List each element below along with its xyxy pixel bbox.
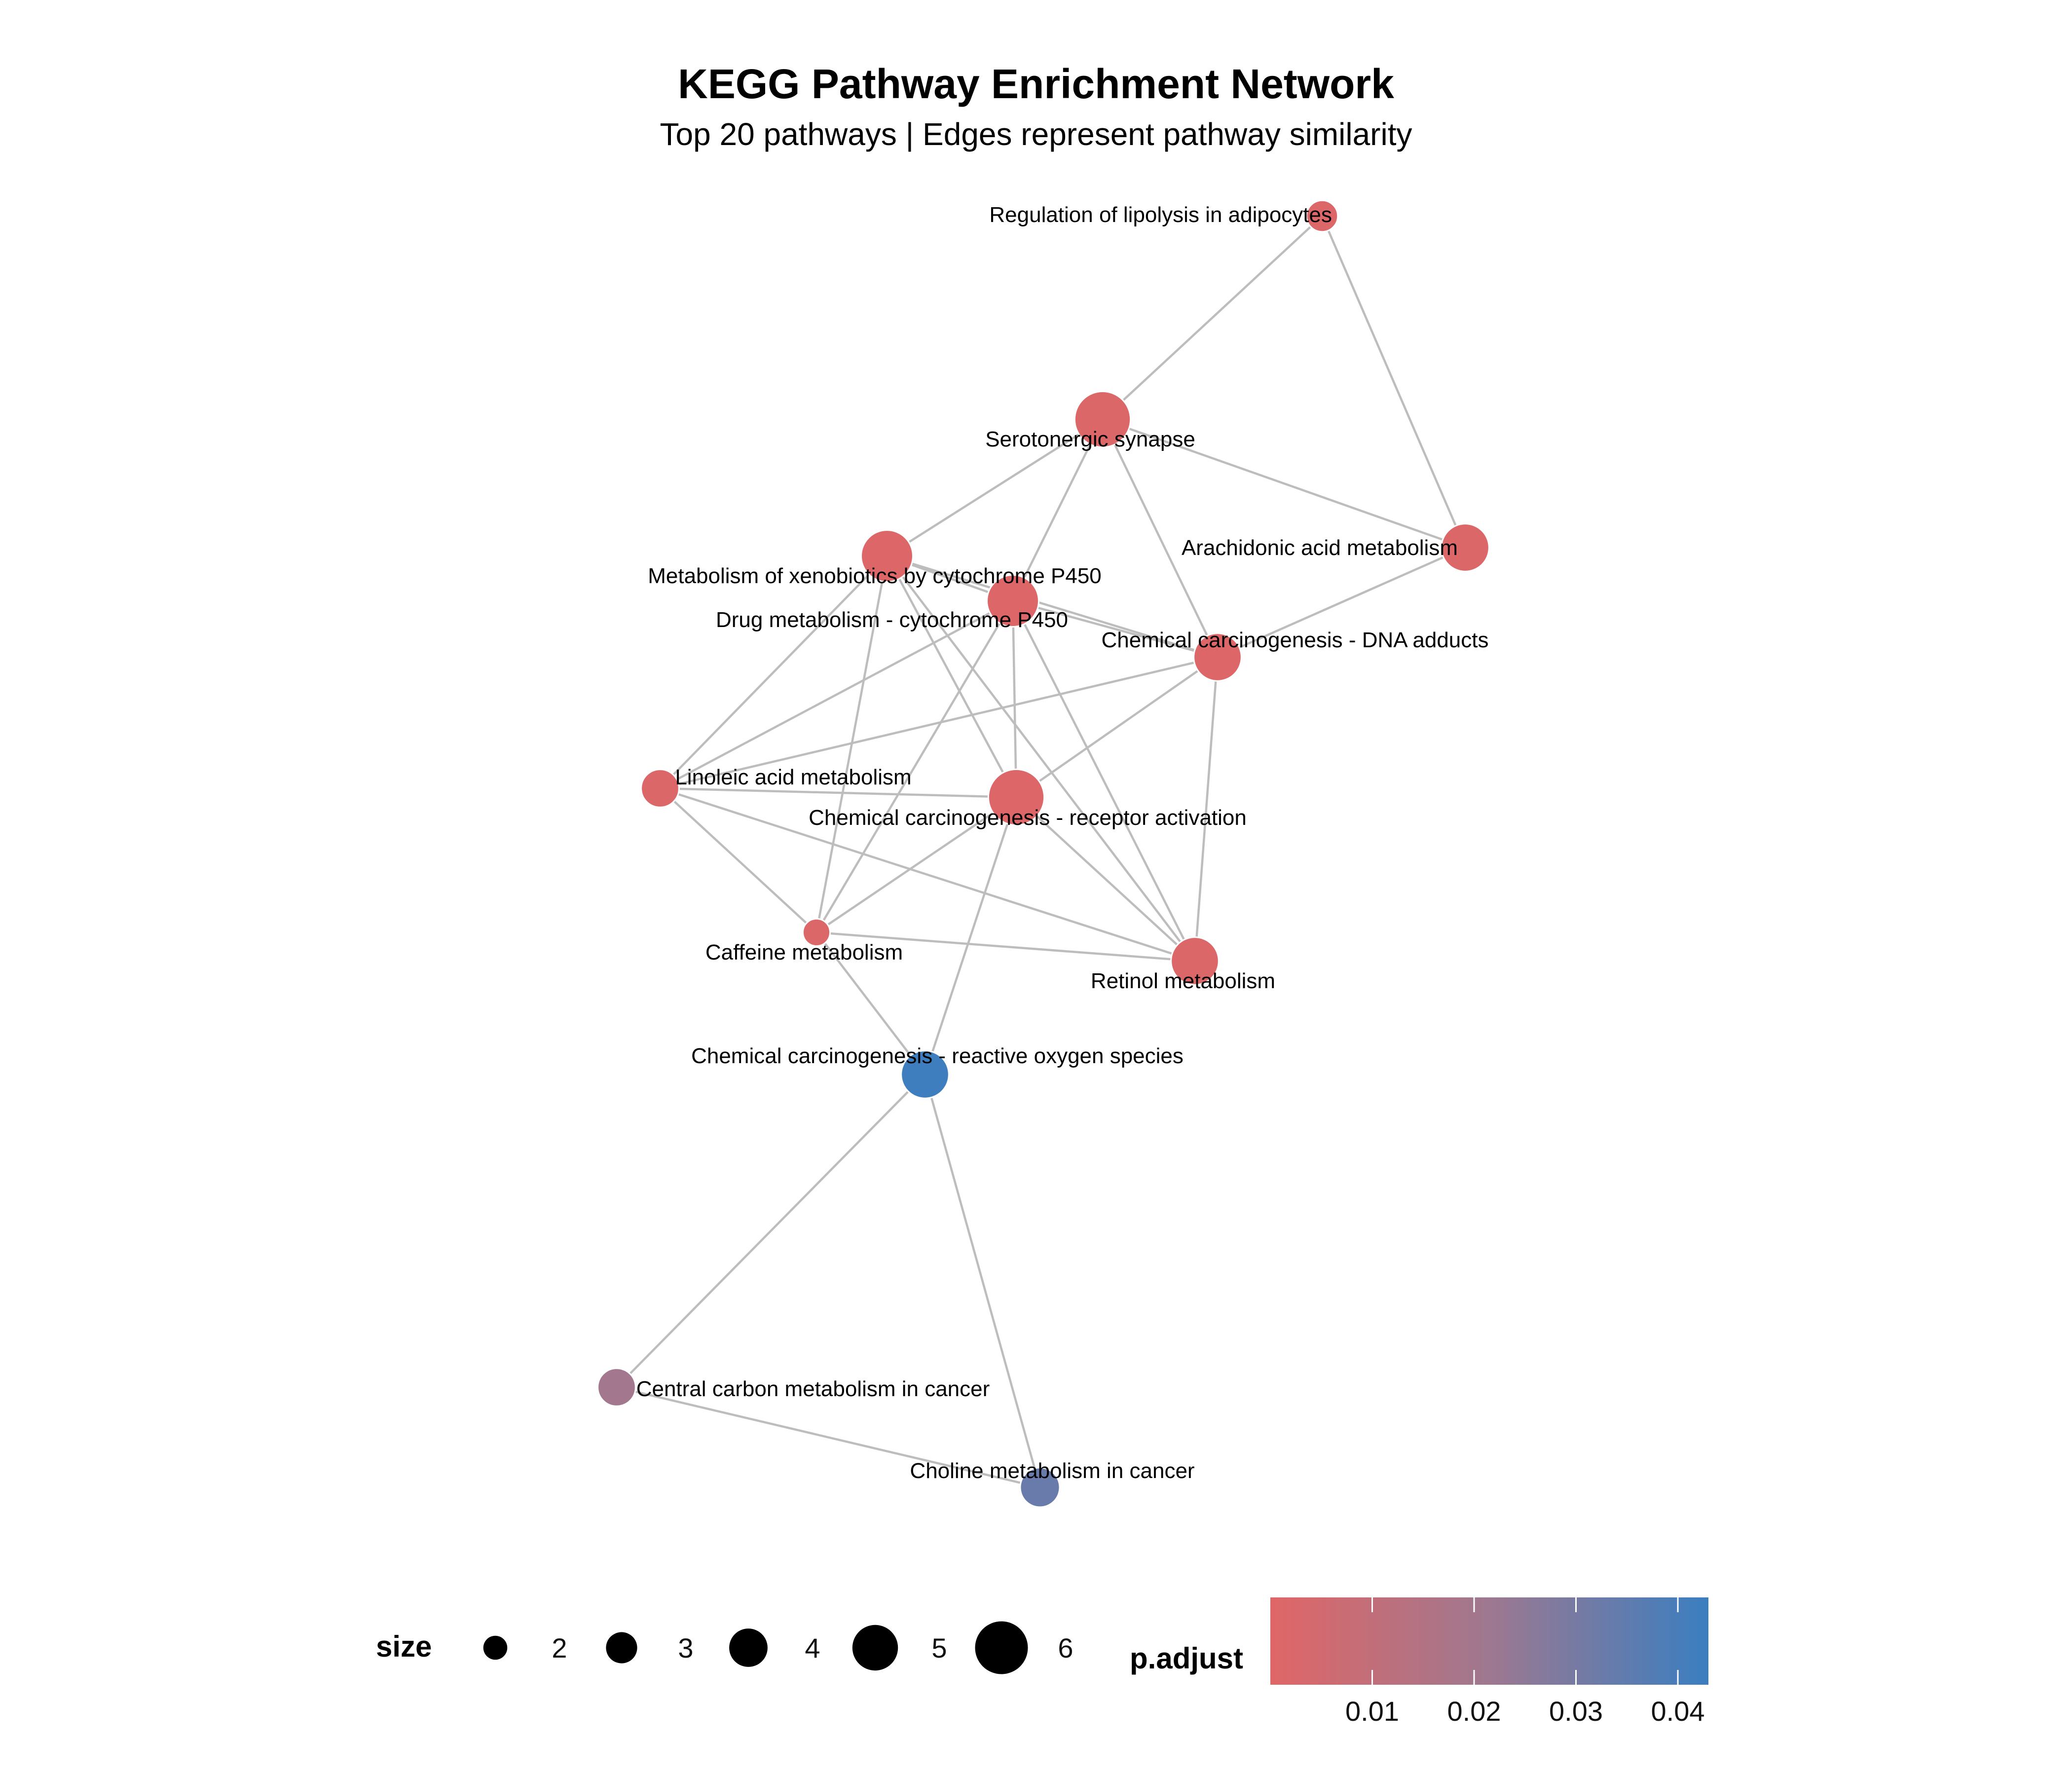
node-label-ros: Chemical carcinogenesis - reactive oxyge… [691, 1044, 1184, 1068]
size-legend: size 2 3 4 5 6 [376, 1621, 1073, 1674]
node-label-central_carbon: Central carbon metabolism in cancer [636, 1377, 990, 1401]
node-label-receptor: Chemical carcinogenesis - receptor activ… [809, 806, 1247, 830]
colorbar-tick-label: 0.04 [1651, 1696, 1705, 1727]
node-dna_adducts[interactable] [1193, 632, 1242, 682]
node-label-choline: Choline metabolism in cancer [910, 1459, 1194, 1483]
node-label-retinol: Retinol metabolism [1091, 969, 1275, 993]
p-adjust-legend-title: p.adjust [1130, 1642, 1243, 1675]
p-adjust-legend: p.adjust 0.01 0.02 0.03 0.04 [1130, 1597, 1708, 1727]
p-adjust-colorbar [1270, 1597, 1708, 1685]
size-legend-label: 5 [931, 1632, 947, 1664]
edge-dna_adducts-retinol [1193, 657, 1219, 962]
edge-lipolysis-serotonergic [1102, 215, 1323, 420]
label-layer: Regulation of lipolysis in adipocytes Ser… [636, 203, 1489, 1483]
edge-caffeine-retinol [816, 931, 1195, 962]
node-serotonergic[interactable] [1073, 390, 1132, 448]
node-label-caffeine: Caffeine metabolism [705, 940, 903, 964]
node-linoleic[interactable] [640, 769, 680, 808]
node-central_carbon[interactable] [597, 1368, 636, 1407]
node-receptor[interactable] [987, 768, 1045, 826]
size-legend-dot [483, 1635, 508, 1660]
edge-dna_adducts-receptor [1015, 656, 1219, 798]
edge-arachidonic-dna_adducts [1217, 546, 1466, 659]
colorbar-tick-label: 0.01 [1345, 1696, 1399, 1727]
node-label-lipolysis: Regulation of lipolysis in adipocytes [989, 203, 1332, 227]
node-layer [597, 199, 1490, 1508]
edge-ros-choline [924, 1074, 1041, 1488]
edge-xenobiotics-receptor [886, 555, 1017, 798]
node-label-linoleic: Linoleic acid metabolism [675, 765, 911, 789]
size-legend-dot [975, 1621, 1028, 1674]
edge-lipolysis-arachidonic [1321, 216, 1467, 548]
node-ros[interactable] [900, 1050, 950, 1099]
size-legend-dot [606, 1632, 637, 1664]
size-legend-label: 3 [678, 1632, 693, 1664]
size-legend-label: 2 [552, 1632, 567, 1664]
node-arachidonic[interactable] [1441, 523, 1490, 572]
edge-serotonergic-arachidonic [1102, 418, 1466, 549]
edge-drug-linoleic [659, 600, 1014, 789]
node-xenobiotics[interactable] [860, 529, 914, 583]
node-choline[interactable] [1019, 1467, 1061, 1508]
chart-subtitle: Top 20 pathways | Edges represent pathwa… [660, 116, 1412, 152]
edge-receptor-ros [924, 797, 1018, 1075]
chart-title: KEGG Pathway Enrichment Network [678, 61, 1394, 107]
edge-linoleic-caffeine [659, 787, 817, 933]
edge-xenobiotics-dna_adducts [887, 555, 1218, 659]
size-legend-label: 6 [1058, 1632, 1073, 1664]
edge-xenobiotics-linoleic [659, 555, 888, 789]
node-label-serotonergic: Serotonergic synapse [985, 427, 1195, 451]
edge-linoleic-receptor [660, 787, 1017, 799]
edge-receptor-caffeine [815, 796, 1017, 933]
colorbar-tick-label: 0.03 [1549, 1696, 1603, 1727]
node-caffeine[interactable] [802, 918, 831, 947]
edge-drug-caffeine [815, 600, 1014, 933]
size-legend-dot [729, 1628, 768, 1667]
edge-drug-dna_adducts [1012, 599, 1218, 659]
edge-serotonergic-drug [1011, 419, 1104, 601]
size-legend-label: 4 [805, 1632, 820, 1664]
edge-receptor-retinol [1015, 796, 1196, 962]
edge-serotonergic-dna_adducts [1101, 419, 1219, 658]
edge-linoleic-retinol [660, 787, 1195, 962]
edge-xenobiotics-retinol [886, 555, 1196, 962]
size-legend-dot [852, 1625, 898, 1671]
node-lipolysis[interactable] [1305, 199, 1339, 233]
node-label-xenobiotics: Metabolism of xenobiotics by cytochrome … [648, 564, 1102, 588]
size-legend-title: size [376, 1630, 432, 1663]
node-label-arachidonic: Arachidonic acid metabolism [1182, 536, 1458, 560]
edge-central_carbon-choline [616, 1386, 1040, 1489]
edge-drug-retinol [1011, 600, 1196, 962]
edge-dna_adducts-linoleic [660, 656, 1218, 790]
colorbar-tick-label: 0.02 [1447, 1696, 1501, 1727]
edge-caffeine-ros [815, 931, 926, 1075]
edge-serotonergic-xenobiotics [886, 418, 1104, 557]
edge-layer [616, 215, 1467, 1489]
edge-drug-receptor [1011, 600, 1018, 798]
node-label-dna_adducts: Chemical carcinogenesis - DNA adducts [1101, 628, 1488, 652]
node-drug[interactable] [986, 574, 1039, 628]
node-retinol[interactable] [1170, 936, 1220, 986]
edge-ros-central_carbon [616, 1073, 926, 1388]
node-label-drug: Drug metabolism - cytochrome P450 [716, 608, 1068, 632]
